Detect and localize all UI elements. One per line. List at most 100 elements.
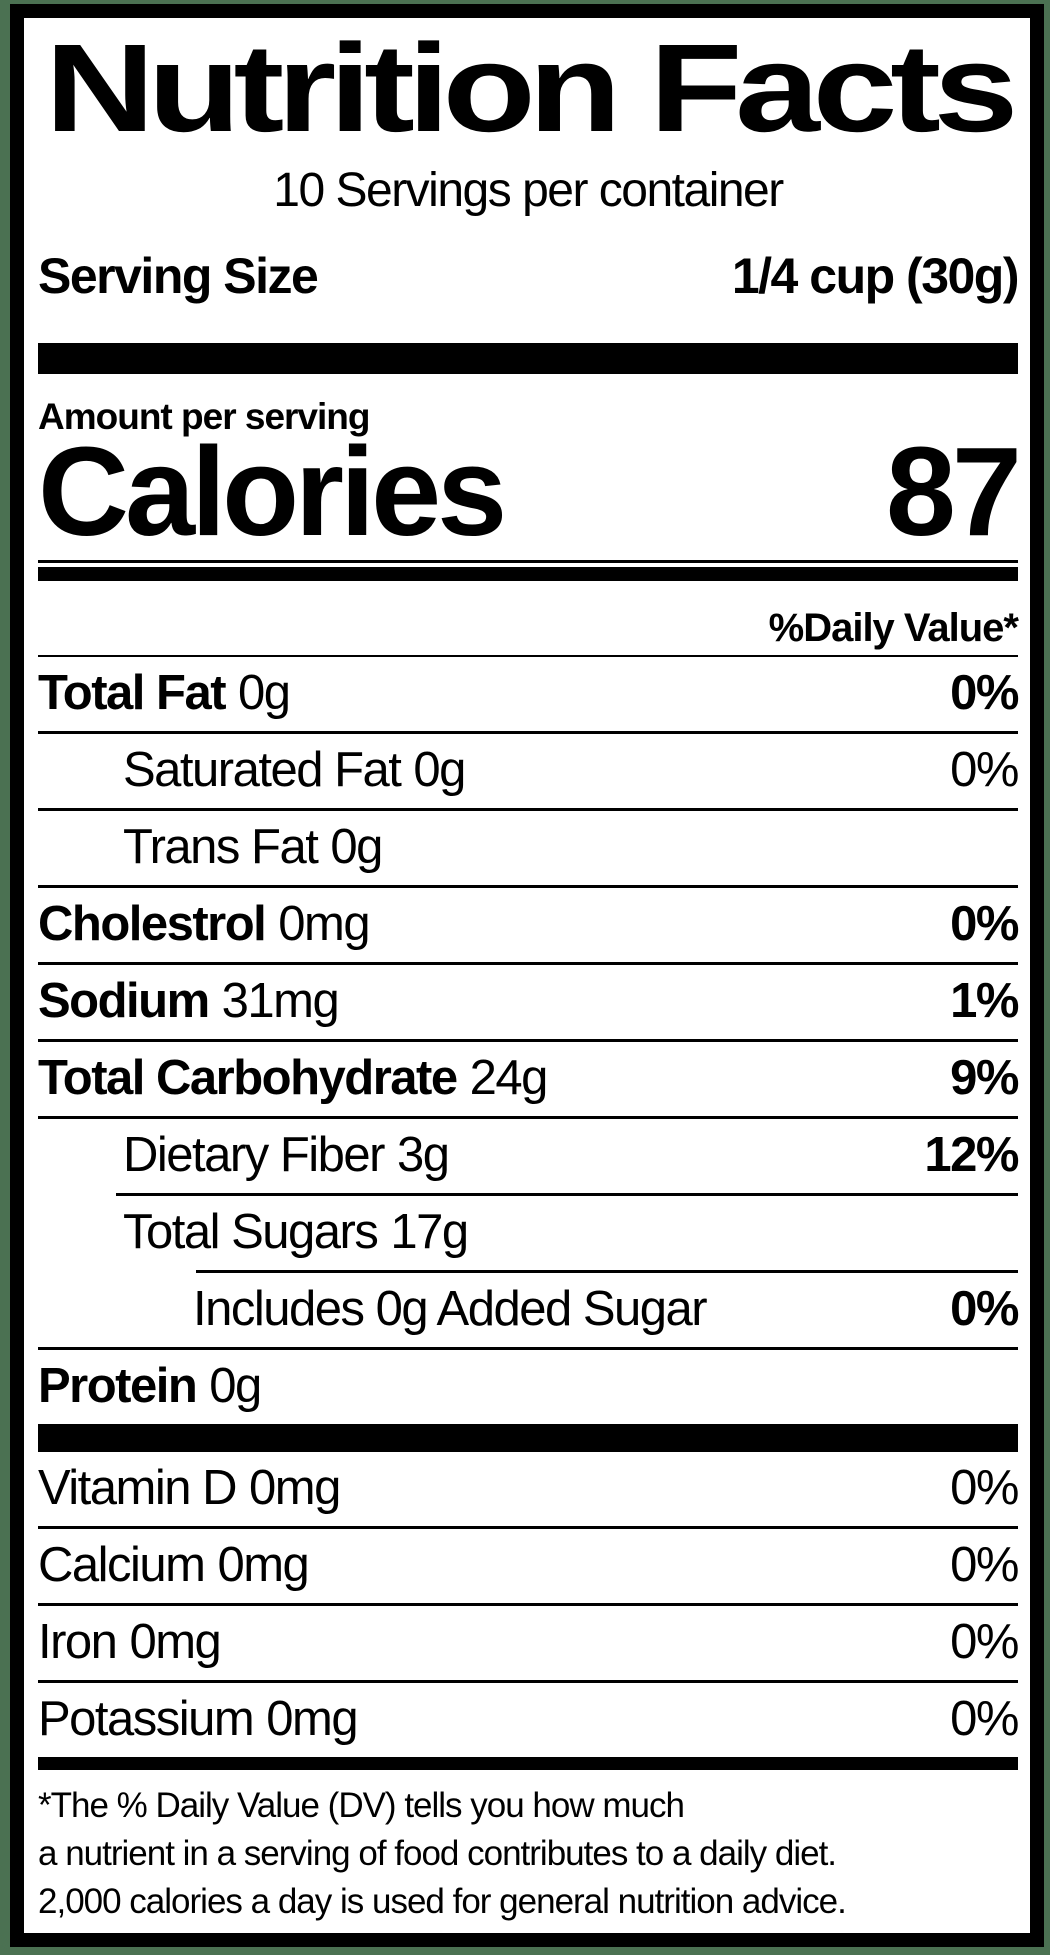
nutrient-label: Cholestrol [38,897,267,952]
nutrient-amount: 17g [390,1205,469,1260]
nutrient-name: Saturated Fat 0g [38,743,466,798]
footnote-line: 2,000 calories a day is used for general… [38,1881,847,1921]
nutrient-label: Total Sugars [123,1205,379,1260]
nutrient-row-protein: Protein 0g [38,1350,1018,1424]
separator [38,1679,1018,1683]
nutrient-name: Total Carbohydrate 24g [38,1051,549,1106]
serving-size-label: Serving Size [38,248,319,305]
serving-size-value: 1/4 cup (30g) [731,248,1020,305]
calories-row: Calories 87 [38,420,1022,562]
nutrient-label: Protein [38,1359,198,1414]
nutrient-label: Dietary Fiber [123,1128,385,1183]
nutrient-dv: 0% [950,1461,1019,1516]
nutrient-dv: 0% [950,1692,1019,1747]
nutrient-row-calcium: Calcium 0mg 0% [38,1529,1019,1603]
nutrient-amount: 0mg [266,1692,358,1747]
nutrient-dv: 0% [950,1282,1019,1337]
nutrient-row-sodium: Sodium 31mg 1% [38,965,1019,1039]
separator [38,1602,1018,1606]
nutrient-name: Total Sugars 17g [38,1205,469,1260]
separator [38,807,1018,811]
nutrient-amount: 3g [396,1128,450,1183]
servings-per-container: 10 Servings per container [273,164,784,217]
calories-rule-thick [38,566,1018,581]
nutrient-name: Total Fat 0g [38,666,291,721]
nutrient-row-saturated-fat: Saturated Fat 0g 0% [38,734,1019,808]
divider-bar-bottom [38,1756,1018,1770]
nutrient-amount: 0mg [129,1615,221,1670]
separator-indented [116,1192,1018,1196]
calories-value: 87 [885,420,1022,562]
footnote-line: *The % Daily Value (DV) tells you how mu… [38,1785,685,1825]
nutrient-row-iron: Iron 0mg 0% [38,1606,1019,1680]
nutrient-label: Vitamin D [38,1461,238,1516]
nutrient-dv: 0% [950,666,1019,721]
separator [38,884,1018,888]
separator [38,1038,1018,1042]
nutrient-amount: 0g [413,743,466,798]
separator-indented [196,1269,1018,1273]
nutrient-dv: 0% [950,897,1019,952]
nutrient-name: Protein 0g [38,1359,262,1414]
nutrient-label: Total Fat [38,666,227,721]
daily-value-footnote: *The % Daily Value (DV) tells you how mu… [38,1782,1018,1926]
nutrient-label: Sodium [38,974,210,1029]
nutrient-amount: 0mg [278,897,370,952]
nutrient-row-trans-fat: Trans Fat 0g [38,811,1018,885]
calories-rule-thin [38,559,1018,563]
nutrient-row-added-sugar: Includes 0g Added Sugar 0% [38,1273,1019,1347]
nutrition-facts-label: Nutrition Facts 10 Servings per containe… [10,4,1044,1947]
serving-size-row: Serving Size 1/4 cup (30g) [38,248,1020,305]
separator [38,654,1018,657]
nutrient-name: Sodium 31mg [38,974,340,1029]
nutrient-label: Calcium [38,1538,206,1593]
amount-per-serving-label: Amount per serving [38,395,371,437]
nutrient-name: Potassium 0mg [38,1692,359,1747]
separator [38,1525,1018,1529]
separator [38,961,1018,965]
label-title-text: Nutrition Facts [44,19,1019,158]
nutrient-amount: 0mg [217,1538,309,1593]
nutrient-label: Includes 0g Added Sugar [193,1282,708,1337]
nutrient-amount: 24g [469,1051,549,1106]
nutrient-dv: 9% [950,1051,1019,1106]
nutrient-name: Includes 0g Added Sugar [38,1285,719,1334]
nutrient-row-total-sugars: Total Sugars 17g [38,1196,1018,1270]
divider-bar-top [38,342,1018,374]
nutrient-dv: 12% [924,1128,1019,1183]
nutrient-dv: 0% [950,1615,1019,1670]
nutrient-label: Trans Fat [123,820,319,875]
nutrient-row-total-fat: Total Fat 0g 0% [38,657,1019,731]
nutrient-row-dietary-fiber: Dietary Fiber 3g 12% [38,1119,1019,1193]
nutrient-name: Vitamin D 0mg [38,1461,341,1516]
footnote-line: a nutrient in a serving of food contribu… [38,1833,837,1873]
nutrient-name: Dietary Fiber 3g [38,1128,450,1183]
nutrient-amount: 0g [238,666,291,721]
nutrient-amount: 0mg [249,1461,341,1516]
nutrient-dv: 1% [950,974,1019,1029]
nutrient-dv: 0% [950,1538,1019,1593]
nutrient-name: Cholestrol 0mg [38,897,371,952]
nutrient-amount: 0g [330,820,383,875]
nutrient-name: Trans Fat 0g [38,820,383,875]
nutrient-row-cholestrol: Cholestrol 0mg 0% [38,888,1019,962]
nutrient-label: Total Carbohydrate [38,1051,458,1106]
separator [38,1115,1018,1119]
nutrient-amount: 0g [209,1359,262,1414]
nutrient-label: Potassium [38,1692,255,1747]
nutrient-name: Calcium 0mg [38,1538,310,1593]
nutrient-row-potassium: Potassium 0mg 0% [38,1683,1019,1757]
daily-value-header: %Daily Value* [768,605,1019,650]
nutrient-name: Iron 0mg [38,1615,222,1670]
divider-bar-protein [38,1423,1018,1452]
nutrient-row-vitamin-d: Vitamin D 0mg 0% [38,1452,1019,1526]
nutrient-label: Saturated Fat [123,743,402,798]
nutrient-amount: 31mg [221,974,340,1029]
separator [38,730,1018,734]
calories-label: Calories [38,420,507,562]
nutrient-row-total-carbohydrate: Total Carbohydrate 24g 9% [38,1042,1019,1116]
nutrient-dv: 0% [950,743,1019,798]
separator [38,1346,1018,1350]
label-title: Nutrition Facts [38,19,1019,158]
